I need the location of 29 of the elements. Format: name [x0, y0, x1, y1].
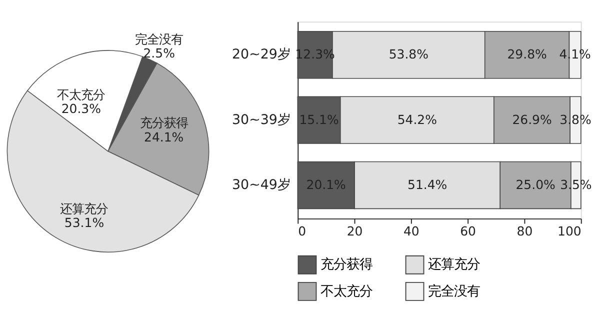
slice-label: 充分获得: [140, 115, 188, 130]
y-tick-label: 20~29岁: [232, 48, 290, 63]
data-label: 53.1%: [64, 215, 104, 230]
y-tick-label: 30~49岁: [232, 178, 290, 194]
data-label: 20.1%: [306, 177, 346, 192]
data-label: 54.2%: [397, 112, 438, 127]
data-label: 53.8%: [388, 46, 429, 62]
data-label: 15.1%: [299, 112, 339, 127]
legend-label: 充分获得: [320, 258, 373, 273]
x-tick-label: 0: [298, 223, 306, 238]
legend-label: 不太充分: [320, 284, 373, 300]
x-tick-label: 40: [403, 223, 420, 238]
slice-label: 还算充分: [60, 200, 108, 216]
x-tick-label: 60: [460, 223, 476, 238]
data-label: 20.3%: [61, 101, 102, 116]
y-tick-label: 30~39岁: [232, 112, 290, 128]
data-label: 51.4%: [408, 177, 448, 192]
data-label: 24.1%: [144, 130, 184, 145]
legend-label: 完全没有: [428, 283, 480, 300]
data-label: 26.9%: [512, 112, 552, 127]
x-tick-label: 80: [516, 223, 533, 238]
data-label: 25.0%: [516, 177, 556, 192]
data-label: 29.8%: [507, 46, 548, 62]
slice-label: 完全没有: [135, 31, 184, 46]
slice-label: 不太充分: [57, 86, 106, 102]
x-tick-label: 20: [346, 223, 363, 238]
x-tick-label: 100: [558, 223, 582, 238]
legend-label: 还算充分: [428, 258, 480, 273]
data-label: 2.5%: [143, 46, 176, 61]
